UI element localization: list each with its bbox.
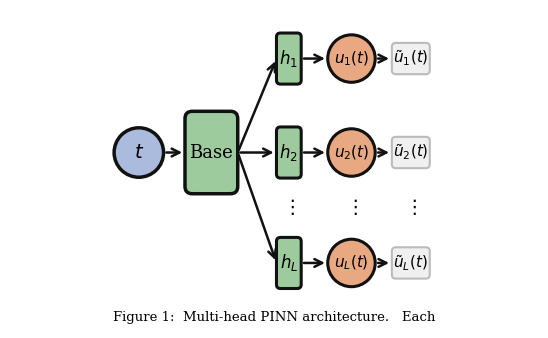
Text: $u_1(t)$: $u_1(t)$ — [334, 49, 369, 68]
Text: Base: Base — [190, 144, 233, 162]
FancyBboxPatch shape — [277, 127, 301, 178]
Text: Figure 1:  Multi-head PINN architecture.   Each: Figure 1: Multi-head PINN architecture. … — [113, 312, 435, 324]
Text: $\vdots$: $\vdots$ — [404, 197, 417, 217]
Text: $\vdots$: $\vdots$ — [282, 197, 295, 217]
FancyBboxPatch shape — [185, 111, 238, 194]
Text: $h_1$: $h_1$ — [279, 48, 298, 69]
FancyBboxPatch shape — [392, 137, 430, 168]
FancyBboxPatch shape — [277, 33, 301, 84]
FancyBboxPatch shape — [392, 43, 430, 74]
Ellipse shape — [114, 128, 163, 177]
Ellipse shape — [328, 35, 375, 82]
Text: $\tilde{u}_1(t)$: $\tilde{u}_1(t)$ — [393, 49, 429, 68]
FancyBboxPatch shape — [392, 247, 430, 279]
Text: $t$: $t$ — [134, 144, 144, 162]
Ellipse shape — [328, 239, 375, 287]
Text: $h_L$: $h_L$ — [279, 252, 298, 273]
Text: $u_2(t)$: $u_2(t)$ — [334, 143, 369, 162]
Text: $h_2$: $h_2$ — [279, 142, 298, 163]
Text: $\vdots$: $\vdots$ — [345, 197, 358, 217]
FancyBboxPatch shape — [277, 237, 301, 289]
Text: $\tilde{u}_L(t)$: $\tilde{u}_L(t)$ — [393, 253, 428, 273]
Text: $\tilde{u}_2(t)$: $\tilde{u}_2(t)$ — [393, 143, 429, 162]
Ellipse shape — [328, 129, 375, 176]
Text: $u_L(t)$: $u_L(t)$ — [334, 254, 369, 272]
